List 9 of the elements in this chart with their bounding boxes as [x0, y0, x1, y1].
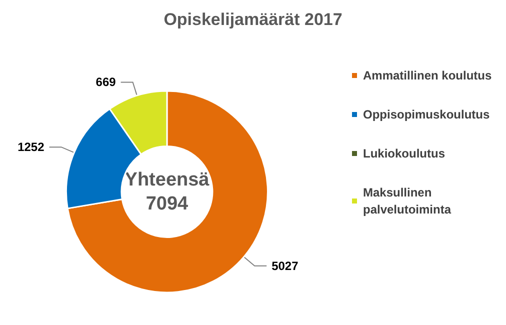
- data-label: 1252: [18, 140, 45, 154]
- legend-label: Oppisopimuskoulutus: [363, 108, 490, 122]
- chart-title: Opiskelijamäärät 2017: [164, 10, 342, 29]
- legend-label: Maksullinen palvelutoiminta: [363, 186, 452, 216]
- text: Yhteensä 7094: [124, 170, 210, 214]
- data-label: 669: [96, 75, 116, 90]
- data-label: 5027: [272, 258, 299, 273]
- legend-label: Ammatillinen koulutus: [363, 68, 492, 82]
- legend-label: Lukiokoulutus: [363, 146, 446, 160]
